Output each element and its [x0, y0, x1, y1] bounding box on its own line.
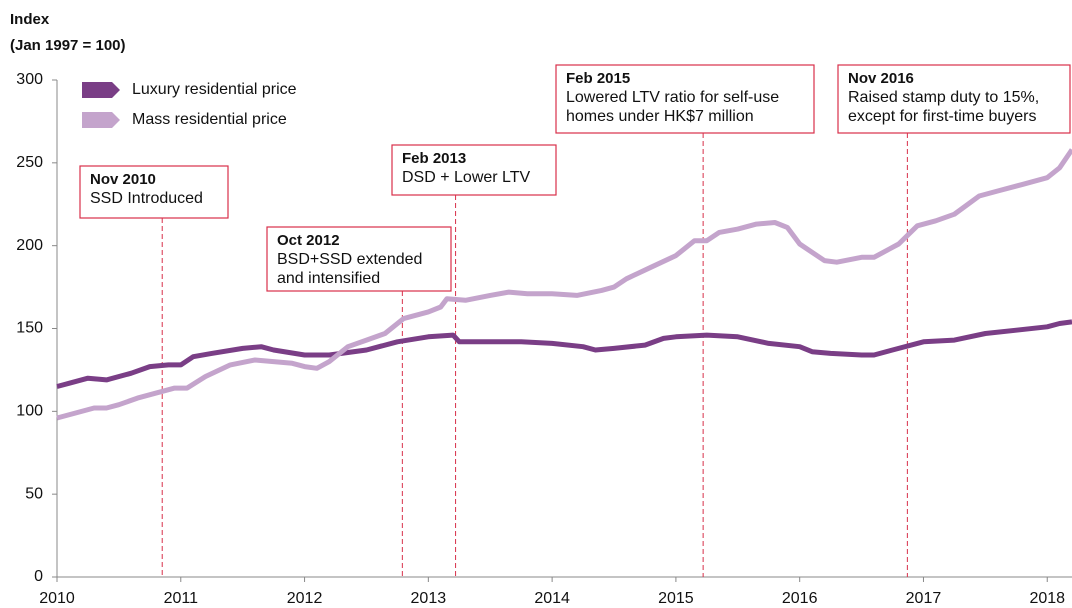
annotation-title: Feb 2013 [402, 150, 466, 167]
annotation-box [391, 144, 557, 196]
legend-label: Luxury residential price [132, 81, 297, 98]
series-line [56, 148, 1072, 421]
x-tick-label: 2018 [1029, 590, 1065, 607]
x-tick-label: 2015 [658, 590, 694, 607]
x-tick-label: 2012 [287, 590, 323, 607]
annotation-box [79, 165, 229, 219]
annotation-text: and intensified [277, 270, 380, 287]
x-tick-label: 2014 [534, 590, 570, 607]
annotation-box [837, 64, 1071, 134]
y-tick-label: 250 [16, 154, 43, 171]
annotation-title: Oct 2012 [277, 232, 340, 249]
x-tick-label: 2013 [411, 590, 447, 607]
annotation-title: Feb 2015 [566, 70, 630, 87]
y-tick-label: 100 [16, 403, 43, 420]
legend-swatch [82, 112, 120, 128]
y-tick-label: 50 [25, 485, 43, 502]
annotation-text: BSD+SSD extended [277, 251, 422, 268]
x-tick-label: 2016 [782, 590, 818, 607]
y-axis-label: (Jan 1997 = 100) [10, 37, 126, 54]
annotation-text: Raised stamp duty to 15%, [848, 89, 1039, 106]
annotation-text: homes under HK$7 million [566, 108, 754, 125]
annotation-title: Nov 2016 [848, 70, 914, 87]
annotation-box [555, 64, 815, 134]
x-tick-label: 2011 [164, 590, 199, 607]
x-tick-label: 2010 [39, 590, 75, 607]
x-tick-label: 2017 [906, 590, 942, 607]
y-tick-label: 150 [16, 320, 43, 337]
series-line [56, 319, 1072, 389]
annotation-text: except for first-time buyers [848, 108, 1037, 125]
annotation-text: Lowered LTV ratio for self-use [566, 89, 779, 106]
annotation-text: SSD Introduced [90, 190, 203, 207]
y-axis-label: Index [10, 11, 50, 28]
annotation-title: Nov 2010 [90, 171, 156, 188]
annotation-text: DSD + Lower LTV [402, 169, 531, 186]
y-tick-label: 300 [16, 71, 43, 88]
y-tick-label: 200 [16, 237, 43, 254]
legend-label: Mass residential price [132, 111, 287, 128]
y-tick-label: 0 [34, 568, 43, 585]
annotation-box [266, 226, 452, 292]
legend-swatch [82, 82, 120, 98]
